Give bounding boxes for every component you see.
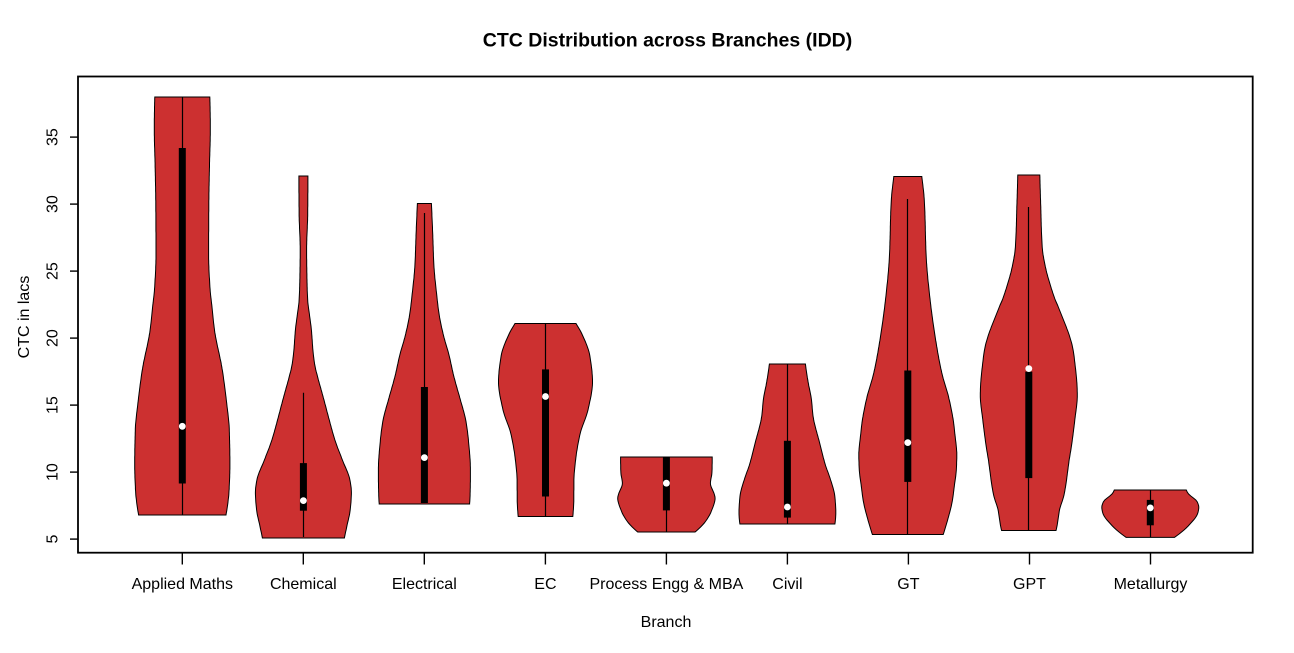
svg-text:10: 10: [45, 463, 62, 481]
svg-text:15: 15: [45, 396, 62, 414]
svg-text:CTC Distribution across Branch: CTC Distribution across Branches (IDD): [483, 30, 852, 52]
svg-text:Electrical: Electrical: [392, 576, 457, 593]
svg-text:25: 25: [45, 262, 62, 280]
svg-text:35: 35: [45, 128, 62, 146]
svg-text:Metallurgy: Metallurgy: [1114, 576, 1188, 593]
svg-text:Chemical: Chemical: [270, 576, 337, 593]
svg-text:GT: GT: [897, 576, 919, 593]
svg-text:Applied Maths: Applied Maths: [132, 576, 233, 593]
svg-text:30: 30: [45, 195, 62, 213]
svg-text:20: 20: [45, 329, 62, 347]
svg-text:GPT: GPT: [1013, 576, 1046, 593]
svg-text:Branch: Branch: [641, 614, 692, 631]
svg-text:EC: EC: [534, 576, 556, 593]
svg-text:Process Engg & MBA: Process Engg & MBA: [589, 576, 743, 593]
svg-text:CTC in lacs: CTC in lacs: [16, 276, 33, 359]
svg-text:5: 5: [45, 535, 62, 544]
svg-text:Civil: Civil: [772, 576, 802, 593]
